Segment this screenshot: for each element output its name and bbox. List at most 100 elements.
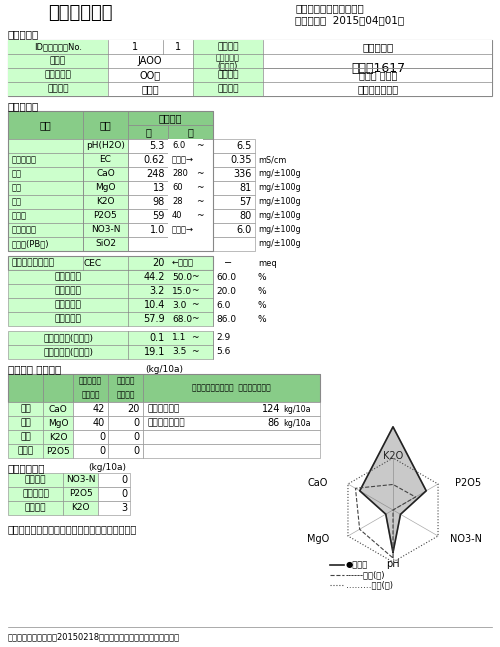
Bar xyxy=(8,298,213,312)
Text: 15.0: 15.0 xyxy=(172,287,192,296)
Text: 68.0: 68.0 xyxy=(172,314,192,324)
Text: ~: ~ xyxy=(196,142,204,151)
Text: NO3-N: NO3-N xyxy=(66,476,95,485)
Text: カリ: カリ xyxy=(20,432,31,441)
Bar xyxy=(263,82,492,96)
Text: 0.35: 0.35 xyxy=(230,155,252,165)
Bar xyxy=(8,444,43,458)
Text: 低: 低 xyxy=(145,127,151,137)
Text: ………適正(高): ………適正(高) xyxy=(346,580,393,589)
Text: (圃場名): (圃場名) xyxy=(218,61,238,71)
Text: 土壌分類: 土壌分類 xyxy=(217,85,239,94)
Text: 苦土石灰が不足しています。施用してください。: 苦土石灰が不足しています。施用してください。 xyxy=(8,524,137,534)
Text: 石灰: 石灰 xyxy=(12,170,22,179)
Text: P2O5: P2O5 xyxy=(46,446,70,455)
Bar xyxy=(128,167,168,181)
Text: 0: 0 xyxy=(134,418,140,428)
Text: kg/10a: kg/10a xyxy=(283,404,310,413)
Bar xyxy=(263,40,492,54)
Text: 最低限の: 最低限の xyxy=(116,377,135,386)
Bar xyxy=(168,237,203,251)
Text: %: % xyxy=(258,300,266,309)
Text: 土壌診断結果: 土壌診断結果 xyxy=(48,4,112,22)
Bar xyxy=(108,444,143,458)
Text: 苦土: 苦土 xyxy=(20,419,31,428)
Text: P2O5: P2O5 xyxy=(94,212,118,221)
Text: mg/±100g: mg/±100g xyxy=(258,212,300,221)
Bar xyxy=(108,40,163,54)
Text: K2O: K2O xyxy=(72,503,90,512)
Text: 248: 248 xyxy=(146,169,165,179)
Bar xyxy=(108,402,143,416)
Bar xyxy=(8,331,213,345)
Text: 13: 13 xyxy=(153,183,165,193)
Text: 280: 280 xyxy=(172,170,188,179)
Text: 0: 0 xyxy=(121,475,127,485)
Text: 土壌診断プログラム　20150218　　神奈川県農業技術センター開発: 土壌診断プログラム 20150218 神奈川県農業技術センター開発 xyxy=(8,633,180,641)
Text: 分析年月日  2015年04月01日: 分析年月日 2015年04月01日 xyxy=(295,15,404,25)
Bar xyxy=(193,82,263,96)
Text: JAOO: JAOO xyxy=(138,56,162,66)
Text: 6.0: 6.0 xyxy=(216,300,230,309)
Text: 20: 20 xyxy=(128,404,140,414)
Bar xyxy=(8,111,213,251)
Bar xyxy=(128,139,168,153)
Bar xyxy=(63,487,98,501)
Bar xyxy=(8,312,213,326)
Bar xyxy=(128,223,168,237)
Text: EC: EC xyxy=(100,155,112,164)
Text: CaO: CaO xyxy=(96,170,115,179)
Text: 1: 1 xyxy=(132,42,138,52)
Bar xyxy=(73,416,108,430)
Text: kg/10a: kg/10a xyxy=(283,419,310,428)
Text: 余剰カリ: 余剰カリ xyxy=(25,503,46,512)
Text: MgO: MgO xyxy=(48,419,68,428)
Text: pH(H2O): pH(H2O) xyxy=(86,142,125,151)
Bar xyxy=(43,374,73,402)
Bar xyxy=(8,345,213,359)
Text: 施設地: 施設地 xyxy=(141,84,159,94)
Bar xyxy=(8,82,108,96)
Text: 硫酸マグシウム: 硫酸マグシウム xyxy=(147,419,184,428)
Text: 0.1: 0.1 xyxy=(150,333,165,343)
Text: 塩基飽和度: 塩基飽和度 xyxy=(54,314,82,324)
Text: 石灰飽和度: 石灰飽和度 xyxy=(54,272,82,281)
Bar xyxy=(213,153,255,167)
Bar xyxy=(108,54,193,68)
Text: K2O: K2O xyxy=(49,432,67,441)
Text: mg/±100g: mg/±100g xyxy=(258,226,300,234)
Text: MgO: MgO xyxy=(306,534,329,544)
Text: 顆粒タイニー: 顆粒タイニー xyxy=(147,404,179,413)
Text: 40: 40 xyxy=(93,418,105,428)
Bar xyxy=(168,223,203,237)
Text: 石灰苦土比(重量比): 石灰苦土比(重量比) xyxy=(43,347,93,356)
Bar xyxy=(213,237,255,251)
Text: mg/±100g: mg/±100g xyxy=(258,197,300,206)
Text: 圃場種類: 圃場種類 xyxy=(47,85,69,94)
Text: ●分析値: ●分析値 xyxy=(346,560,368,569)
Text: 結果: 結果 xyxy=(100,120,112,130)
Text: カリ: カリ xyxy=(12,197,22,206)
Bar xyxy=(128,195,168,209)
Text: 44.2: 44.2 xyxy=(144,272,165,282)
Bar xyxy=(193,40,263,54)
Text: リン酸: リン酸 xyxy=(18,446,34,455)
Bar xyxy=(73,402,108,416)
Bar xyxy=(193,54,263,82)
Text: 農協名: 農協名 xyxy=(50,56,66,65)
Text: 圃場市町村: 圃場市町村 xyxy=(44,71,72,80)
Text: ID・サンプルNo.: ID・サンプルNo. xyxy=(34,43,82,52)
Bar xyxy=(83,237,128,251)
Text: mg/±100g: mg/±100g xyxy=(258,184,300,193)
Bar xyxy=(8,256,213,270)
Bar xyxy=(108,430,143,444)
Text: 神奈川太郎: 神奈川太郎 xyxy=(362,42,394,52)
Bar xyxy=(43,402,73,416)
Text: 基本データ: 基本データ xyxy=(8,29,39,39)
Bar xyxy=(8,223,83,237)
Text: 20: 20 xyxy=(152,258,165,268)
Text: NO3-N: NO3-N xyxy=(450,534,482,544)
Text: 目標までの: 目標までの xyxy=(79,377,102,386)
Bar xyxy=(73,444,108,458)
Text: 80: 80 xyxy=(240,211,252,221)
